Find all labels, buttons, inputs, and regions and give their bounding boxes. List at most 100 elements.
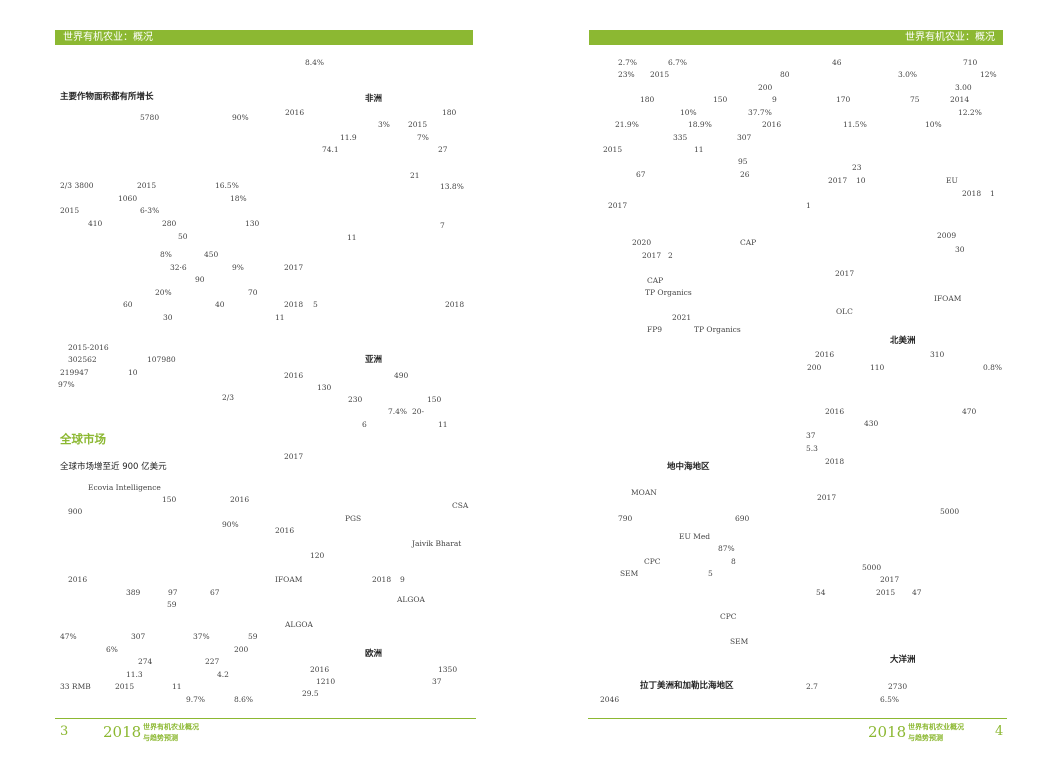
footer-title: 与趋势预测 — [143, 733, 178, 742]
text-fragment: TP Organics — [645, 288, 692, 297]
text-fragment: 2015 — [60, 206, 80, 215]
text-fragment: 2730 — [888, 682, 908, 691]
text-fragment: 9.7% — [186, 695, 206, 704]
text-fragment: 2.7 — [806, 682, 818, 691]
text-fragment: 200 — [234, 645, 249, 654]
text-fragment: 2018 — [825, 457, 845, 466]
text-fragment: 46 — [832, 58, 842, 67]
text-fragment: CPC — [720, 612, 737, 621]
section-heading: 欧洲 — [365, 649, 383, 659]
text-fragment: ALGOA — [285, 620, 313, 629]
text-fragment: 2016 — [285, 108, 305, 117]
text-fragment: 2018 — [284, 300, 304, 309]
text-fragment: 410 — [88, 219, 103, 228]
text-fragment: 2046 — [600, 695, 620, 704]
text-fragment: 97% — [58, 380, 75, 389]
text-fragment: EU Med — [679, 532, 711, 541]
section-heading: 全球市场 — [60, 432, 106, 446]
text-fragment: 74.1 — [322, 145, 339, 154]
text-fragment: 12% — [980, 70, 997, 79]
text-fragment: 11 — [694, 145, 704, 154]
text-fragment: 54 — [816, 588, 826, 597]
header-bar: 世界有机农业：概况 — [55, 30, 473, 45]
text-fragment: 11 — [438, 420, 448, 429]
text-fragment: 97 — [168, 588, 178, 597]
text-fragment: 11 — [275, 313, 285, 322]
section-heading: 大洋洲 — [890, 655, 916, 665]
text-fragment: 7 — [440, 221, 445, 230]
text-fragment: 2016 — [762, 120, 782, 129]
text-fragment: 87% — [718, 544, 735, 553]
text-fragment: 80 — [780, 70, 790, 79]
text-fragment: 219947 — [60, 368, 89, 377]
text-fragment: 307 — [131, 632, 146, 641]
text-fragment: 1350 — [438, 665, 458, 674]
text-fragment: 302562 — [68, 355, 97, 364]
text-fragment: 5 — [313, 300, 318, 309]
text-fragment: 150 — [713, 95, 728, 104]
text-fragment: IFOAM — [275, 575, 303, 584]
text-fragment: 2015 — [603, 145, 623, 154]
text-fragment: 2018 — [962, 189, 982, 198]
subheading: 全球市场增至近 900 亿美元 — [60, 462, 167, 472]
text-fragment: 33 RMB — [60, 682, 91, 691]
text-fragment: PGS — [345, 514, 362, 523]
text-fragment: 21.9% — [615, 120, 639, 129]
text-fragment: 3.00 — [955, 83, 972, 92]
text-fragment: 5000 — [862, 563, 882, 572]
text-fragment: 490 — [394, 371, 409, 380]
text-fragment: 2/3 3800 — [60, 181, 94, 190]
text-fragment: 2015 — [408, 120, 428, 129]
text-fragment: CAP — [647, 276, 664, 285]
text-fragment: 690 — [735, 514, 750, 523]
text-fragment: 11 — [347, 233, 357, 242]
text-fragment: 10 — [856, 176, 866, 185]
text-fragment: 2021 — [672, 313, 692, 322]
text-fragment: 2015 — [650, 70, 670, 79]
text-fragment: 37.7% — [748, 108, 772, 117]
text-fragment: 2009 — [937, 231, 957, 240]
text-fragment: 10 — [128, 368, 138, 377]
text-fragment: 9 — [772, 95, 777, 104]
text-fragment: 40 — [215, 300, 225, 309]
text-fragment: 2018 — [445, 300, 465, 309]
page-number: 4 — [995, 724, 1004, 739]
text-fragment: 274 — [138, 657, 153, 666]
text-fragment: 29.5 — [302, 689, 319, 698]
text-fragment: 90% — [222, 520, 239, 529]
text-fragment: 7.4% — [388, 407, 408, 416]
text-fragment: 47% — [60, 632, 77, 641]
text-fragment: 90 — [195, 275, 205, 284]
text-fragment: 67 — [636, 170, 646, 179]
footer-title: 世界有机农业概况 — [143, 722, 199, 731]
text-fragment: 37% — [193, 632, 210, 641]
text-fragment: 32·6 — [170, 263, 187, 272]
text-fragment: 2017 — [642, 251, 662, 260]
text-fragment: 27 — [438, 145, 448, 154]
text-fragment: OLC — [836, 307, 853, 316]
text-fragment: 30 — [955, 245, 965, 254]
text-fragment: 2016 — [68, 575, 88, 584]
text-fragment: 120 — [310, 551, 325, 560]
text-fragment: 430 — [864, 419, 879, 428]
footer-year: 2018 — [868, 723, 907, 741]
text-fragment: 2020 — [632, 238, 652, 247]
text-fragment: 130 — [245, 219, 260, 228]
text-fragment: 16.5% — [215, 181, 239, 190]
text-fragment: 9 — [400, 575, 405, 584]
section-heading: 亚洲 — [365, 355, 383, 365]
text-fragment: 5780 — [140, 113, 160, 122]
text-fragment: 11 — [172, 682, 182, 691]
text-fragment: 335 — [673, 133, 688, 142]
text-fragment: 1060 — [118, 194, 138, 203]
text-fragment: 307 — [737, 133, 752, 142]
section-heading: 拉丁美洲和加勒比海地区 — [640, 681, 734, 691]
text-fragment: EU — [946, 176, 958, 185]
text-fragment: 37 — [806, 431, 816, 440]
text-fragment: 8 — [731, 557, 736, 566]
text-fragment: 2015-2016 — [68, 343, 109, 352]
text-fragment: SEM — [730, 637, 749, 646]
text-fragment: 90% — [232, 113, 249, 122]
text-fragment: 70 — [248, 288, 258, 297]
text-fragment: Jaivik Bharat — [412, 539, 462, 548]
